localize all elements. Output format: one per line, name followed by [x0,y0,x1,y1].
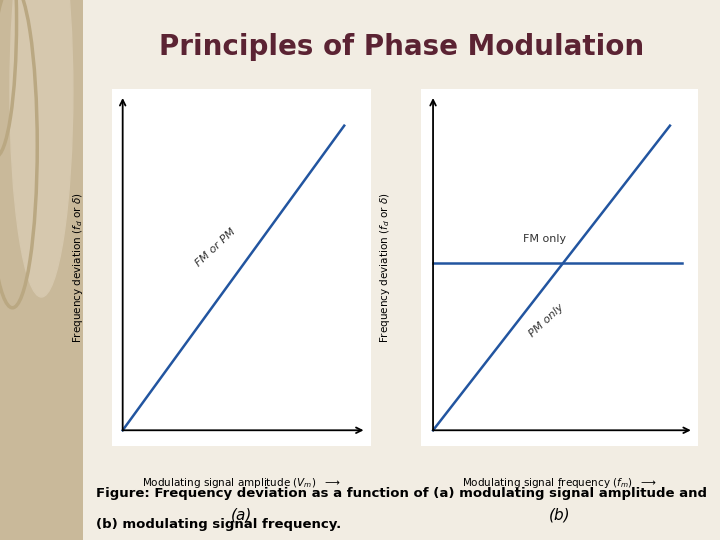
Text: (b): (b) [549,508,571,523]
Text: Figure: Frequency deviation as a function of (a) modulating signal amplitude and: Figure: Frequency deviation as a functio… [96,487,706,500]
Text: Frequency deviation ($f_d$ or $\delta$): Frequency deviation ($f_d$ or $\delta$) [378,192,392,343]
Circle shape [10,0,73,297]
Text: Frequency deviation ($f_d$ or $\delta$): Frequency deviation ($f_d$ or $\delta$) [71,192,85,343]
Text: (b) modulating signal frequency.: (b) modulating signal frequency. [96,518,341,531]
Text: FM only: FM only [523,234,566,245]
Text: Modulating signal amplitude ($V_m$)  $\longrightarrow$: Modulating signal amplitude ($V_m$) $\lo… [142,476,341,490]
Text: FM or PM: FM or PM [194,227,238,268]
Text: PM only: PM only [528,302,566,339]
Text: (a): (a) [230,508,252,523]
Text: Modulating signal frequency ($f_m$)  $\longrightarrow$: Modulating signal frequency ($f_m$) $\lo… [462,476,657,490]
Text: Principles of Phase Modulation: Principles of Phase Modulation [159,33,644,60]
